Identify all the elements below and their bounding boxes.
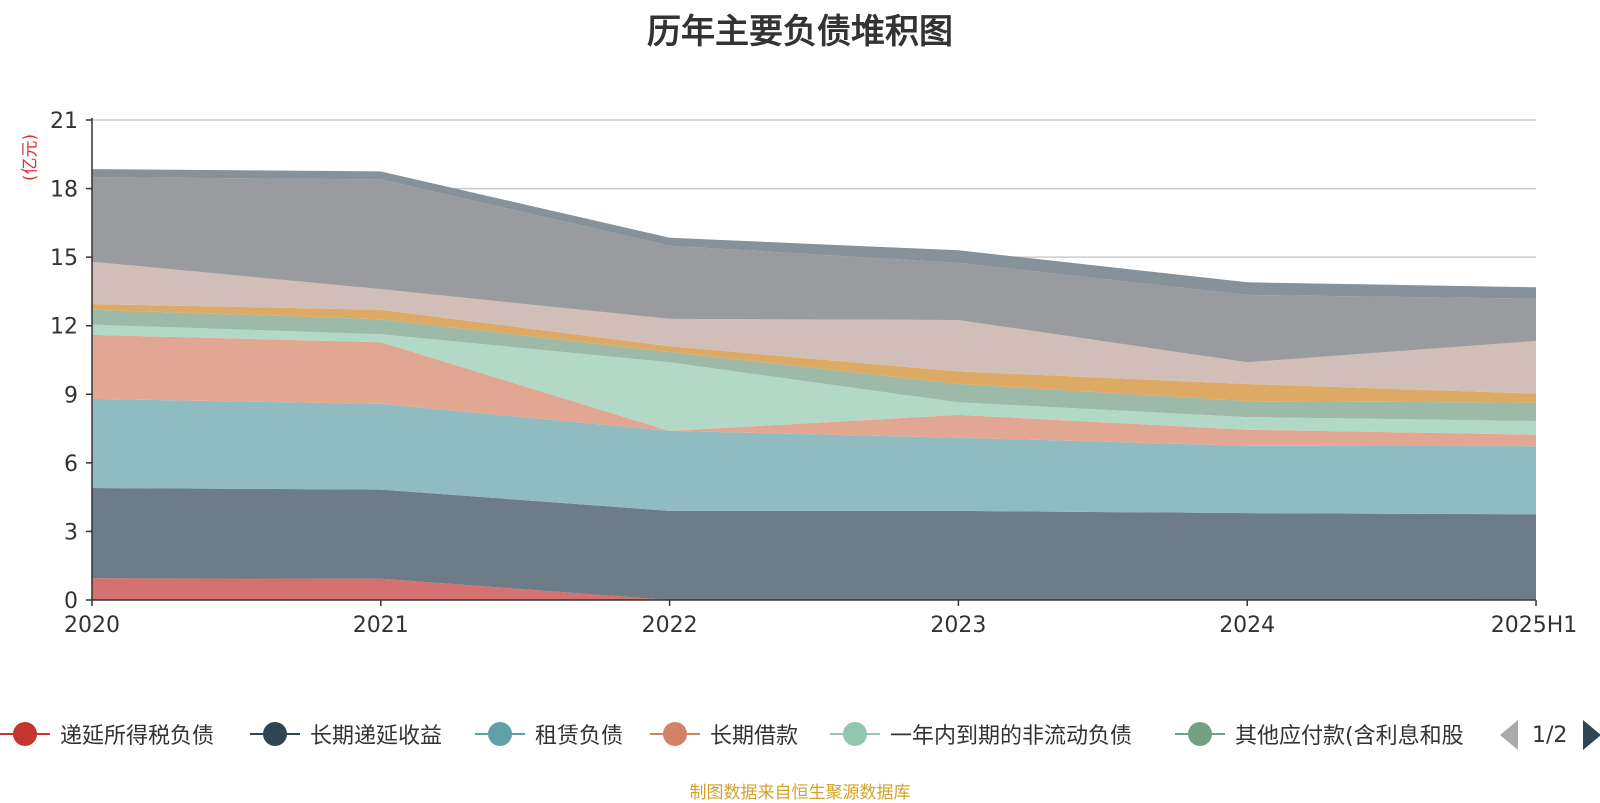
y-tick-label: 12 <box>50 315 78 340</box>
y-tick-label: 3 <box>64 520 78 545</box>
area-series-1 <box>92 578 1536 600</box>
legend-label: 递延所得税负债 <box>60 724 215 749</box>
chart-title: 历年主要负债堆积图 <box>647 12 953 52</box>
legend-page-indicator: 1/2 <box>1532 722 1568 748</box>
legend-label: 长期递延收益 <box>310 724 443 749</box>
y-tick-label: 18 <box>50 178 78 203</box>
legend-item[interactable]: 长期借款 <box>650 716 798 752</box>
area-series-10 <box>92 169 1536 299</box>
y-tick-label: 21 <box>50 109 78 134</box>
area-series-9 <box>92 177 1536 363</box>
legend-item[interactable]: 一年内到期的非流动负债 <box>830 716 1132 752</box>
area-series-7 <box>92 304 1536 403</box>
legend-item[interactable]: 递延所得税负债 <box>0 716 214 752</box>
legend-item[interactable]: 其他应付款(含利息和股 <box>1175 716 1464 752</box>
axes: 0 3 6 9 12 15 18 21 2020 2021 2022 2023 2024 2025H1 <box>50 109 1577 638</box>
area-series-5 <box>92 324 1536 435</box>
legend-next-page-icon[interactable] <box>1583 720 1600 750</box>
x-tick-label: 2023 <box>930 613 986 638</box>
x-tick-label: 2022 <box>642 613 698 638</box>
legend-swatch-icon <box>650 716 700 752</box>
x-tick-label: 2024 <box>1219 613 1275 638</box>
source-note: 制图数据来自恒生聚源数据库 <box>689 783 911 803</box>
legend-swatch-icon <box>1175 716 1225 752</box>
stacked-area-chart: 0 3 6 9 12 15 18 21 2020 2021 2022 2023 2024 2025H1 <box>50 109 1577 638</box>
legend-prev-page-icon[interactable] <box>1500 720 1518 750</box>
y-tick-label: 6 <box>64 452 78 477</box>
legend-swatch-icon <box>0 716 50 752</box>
area-series-3 <box>92 398 1536 515</box>
area-series-6 <box>92 309 1536 421</box>
y-tick-label: 0 <box>64 589 78 614</box>
legend-item[interactable]: 租赁负债 <box>475 716 623 752</box>
area-series-2 <box>92 488 1536 600</box>
legend-label: 其他应付款(含利息和股 <box>1235 724 1464 749</box>
legend-pager: 1/2 <box>1500 718 1600 752</box>
legend-item[interactable]: 长期递延收益 <box>250 716 442 752</box>
area-series-4 <box>92 334 1536 447</box>
area-series <box>92 169 1536 600</box>
y-tick-label: 9 <box>64 383 78 408</box>
legend-swatch-icon <box>250 716 300 752</box>
x-tick-label: 2020 <box>64 613 120 638</box>
legend-swatch-icon <box>830 716 880 752</box>
legend-swatch-icon <box>475 716 525 752</box>
legend-label: 一年内到期的非流动负债 <box>890 724 1133 749</box>
x-tick-label: 2021 <box>353 613 409 638</box>
legend-label: 长期借款 <box>710 724 799 749</box>
legend: 递延所得税负债 长期递延收益 租赁负债 长期借款 一年内到期的非流动负债 其他应付款(含利… <box>0 716 1600 752</box>
legend-label: 租赁负债 <box>535 724 624 749</box>
x-tick-label: 2025H1 <box>1491 613 1578 638</box>
y-tick-label: 15 <box>50 246 78 271</box>
area-series-8 <box>92 261 1536 394</box>
